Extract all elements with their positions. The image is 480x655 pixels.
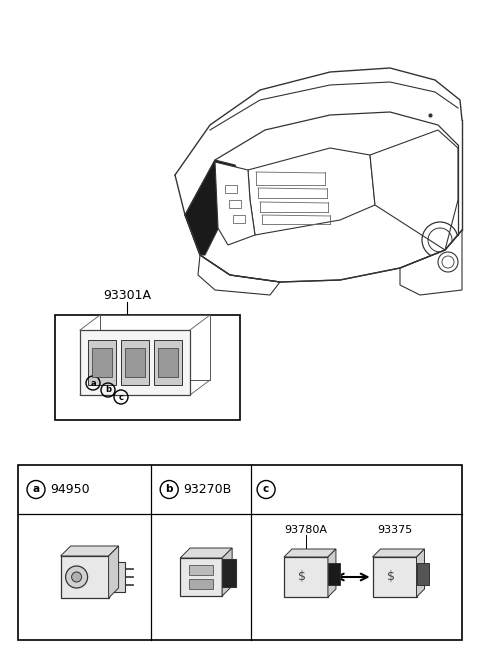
Circle shape [72,572,82,582]
Text: 93375: 93375 [377,525,412,535]
Text: 94950: 94950 [50,483,90,496]
Text: b: b [105,386,111,394]
Polygon shape [372,549,424,557]
Bar [121,340,149,385]
Polygon shape [248,148,375,235]
Polygon shape [370,130,458,250]
Bar [284,557,328,597]
Polygon shape [185,160,240,255]
Bar [60,556,108,598]
Polygon shape [400,230,462,295]
Bar [125,348,145,377]
Polygon shape [180,548,232,558]
Bar [417,563,429,585]
Text: a: a [90,379,96,388]
Polygon shape [60,546,119,556]
Polygon shape [198,255,280,295]
Bar [158,348,178,377]
Polygon shape [215,162,255,245]
Bar [100,315,210,380]
Bar [92,348,112,377]
Text: 93301A: 93301A [103,289,151,302]
Bar [372,557,417,597]
Circle shape [66,566,87,588]
Text: c: c [119,392,123,402]
Bar [108,562,125,592]
Bar [229,200,241,208]
Bar [180,558,222,596]
Polygon shape [108,546,119,598]
Bar [154,340,182,385]
Text: $: $ [298,571,306,584]
Text: c: c [263,485,269,495]
Bar [233,215,245,223]
Bar [189,565,213,575]
Text: 93780A: 93780A [285,525,327,535]
Bar [80,330,190,395]
Polygon shape [222,548,232,596]
Bar [189,579,213,589]
Bar [18,465,462,640]
Bar [328,563,340,585]
Text: $: $ [386,571,395,584]
Bar [88,340,116,385]
Polygon shape [284,549,336,557]
Bar [55,315,240,420]
Bar [222,559,236,587]
Polygon shape [328,549,336,597]
Text: a: a [33,485,39,495]
Text: b: b [166,485,173,495]
Bar [225,185,237,193]
Polygon shape [417,549,424,597]
Text: 93270B: 93270B [183,483,231,496]
